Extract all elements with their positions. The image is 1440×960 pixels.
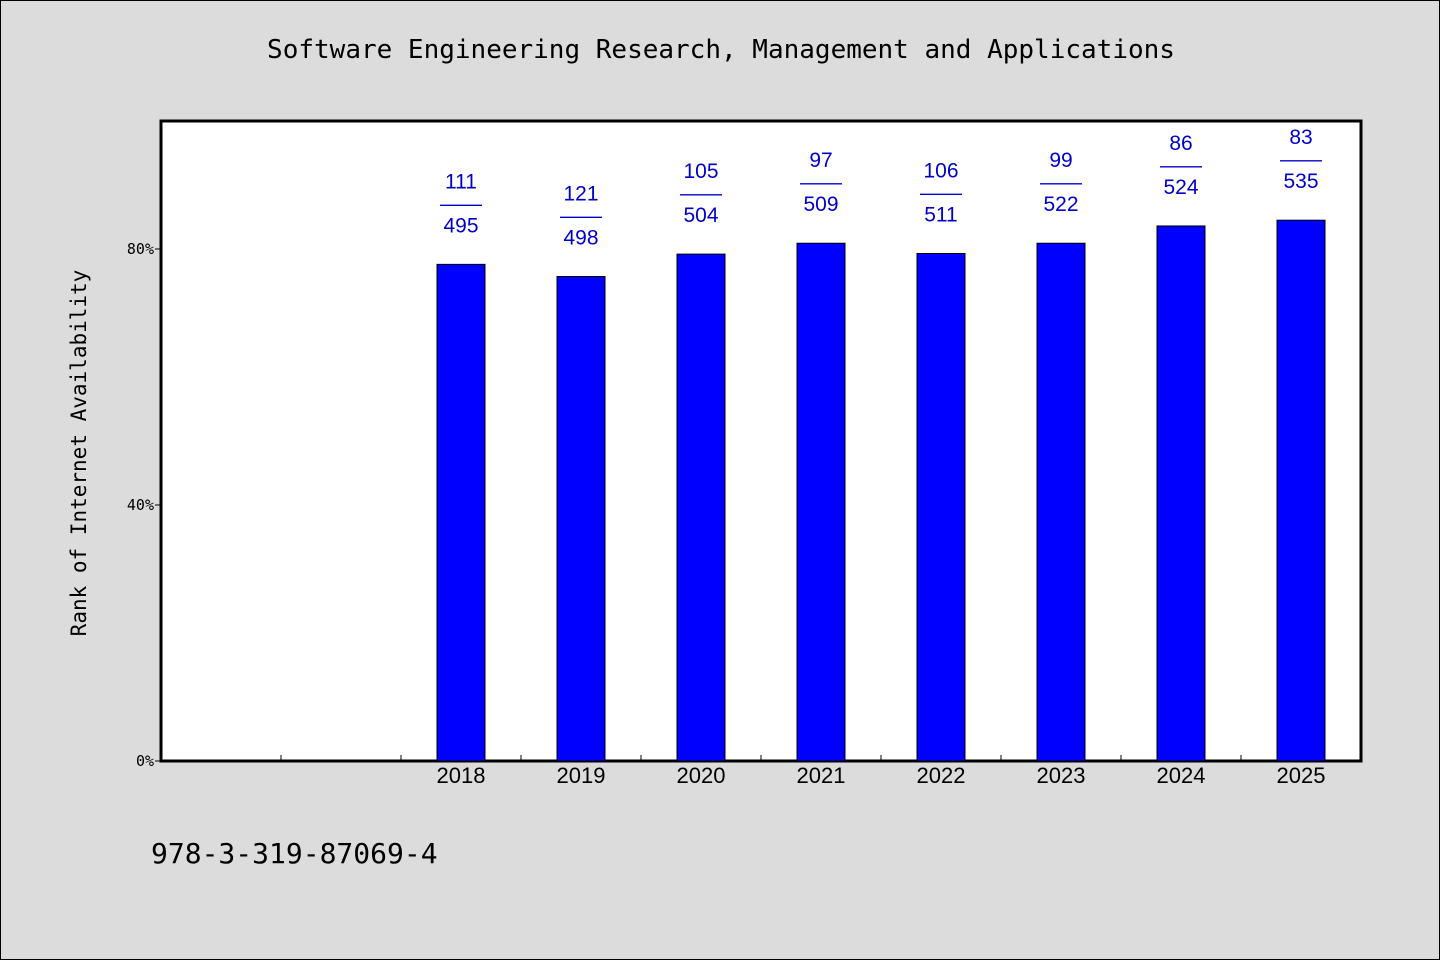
data-label-2019-line2: —— xyxy=(560,205,602,228)
data-label-2025-line2: —— xyxy=(1280,148,1322,171)
data-label-2021-line3: 509 xyxy=(803,193,838,216)
data-label-2022-line1: 106 xyxy=(923,159,958,182)
data-label-2024-line1: 86 xyxy=(1169,132,1192,155)
data-label-2019-line3: 498 xyxy=(563,227,598,250)
data-label-2018-line3: 495 xyxy=(443,214,478,237)
bar-2019 xyxy=(556,276,606,762)
x-tick-label-2022: 2022 xyxy=(917,763,966,788)
data-label-2018-line2: —— xyxy=(440,192,482,215)
bar-2018 xyxy=(436,263,486,762)
x-tick-label-2019: 2019 xyxy=(557,763,606,788)
bar-2024 xyxy=(1156,225,1206,762)
x-tick-label-2021: 2021 xyxy=(797,763,846,788)
x-tick-label-2018: 2018 xyxy=(437,763,486,788)
bar-2023 xyxy=(1036,242,1086,762)
bar-2021 xyxy=(796,242,846,762)
data-label-2021-line1: 97 xyxy=(809,149,832,172)
data-label-2020-line1: 105 xyxy=(683,160,718,183)
data-label-2023-line2: —— xyxy=(1040,171,1082,194)
x-tick-label-2024: 2024 xyxy=(1157,763,1206,788)
data-label-2024-line2: —— xyxy=(1160,154,1202,177)
bar-2020 xyxy=(676,253,726,762)
y-tick-label-80: 80% xyxy=(127,240,154,258)
x-tick-label-2020: 2020 xyxy=(677,763,726,788)
bar-2022 xyxy=(916,252,966,762)
data-label-2020-line3: 504 xyxy=(683,204,718,227)
y-tick-label-40: 40% xyxy=(127,496,154,514)
data-label-2019-line1: 121 xyxy=(563,183,598,206)
data-label-2022-line2: —— xyxy=(920,181,962,204)
data-label-2018-line1: 111 xyxy=(445,170,477,193)
data-label-2024-line3: 524 xyxy=(1163,176,1198,199)
y-tick-label-0: 0% xyxy=(136,752,154,770)
x-tick-label-2025: 2025 xyxy=(1277,763,1326,788)
data-label-2023-line1: 99 xyxy=(1049,149,1072,172)
footer-code: 978-3-319-87069-4 xyxy=(151,837,438,870)
chart-title: Software Engineering Research, Managemen… xyxy=(267,35,1175,65)
data-label-2021-line2: —— xyxy=(800,171,842,194)
x-tick-label-2023: 2023 xyxy=(1037,763,1086,788)
data-label-2025-line3: 535 xyxy=(1283,170,1318,193)
bar-2025 xyxy=(1276,219,1326,762)
data-label-2020-line2: —— xyxy=(680,182,722,205)
data-label-2022-line3: 511 xyxy=(924,203,957,226)
data-label-2025-line1: 83 xyxy=(1289,126,1312,149)
data-label-2023-line3: 522 xyxy=(1043,193,1078,216)
